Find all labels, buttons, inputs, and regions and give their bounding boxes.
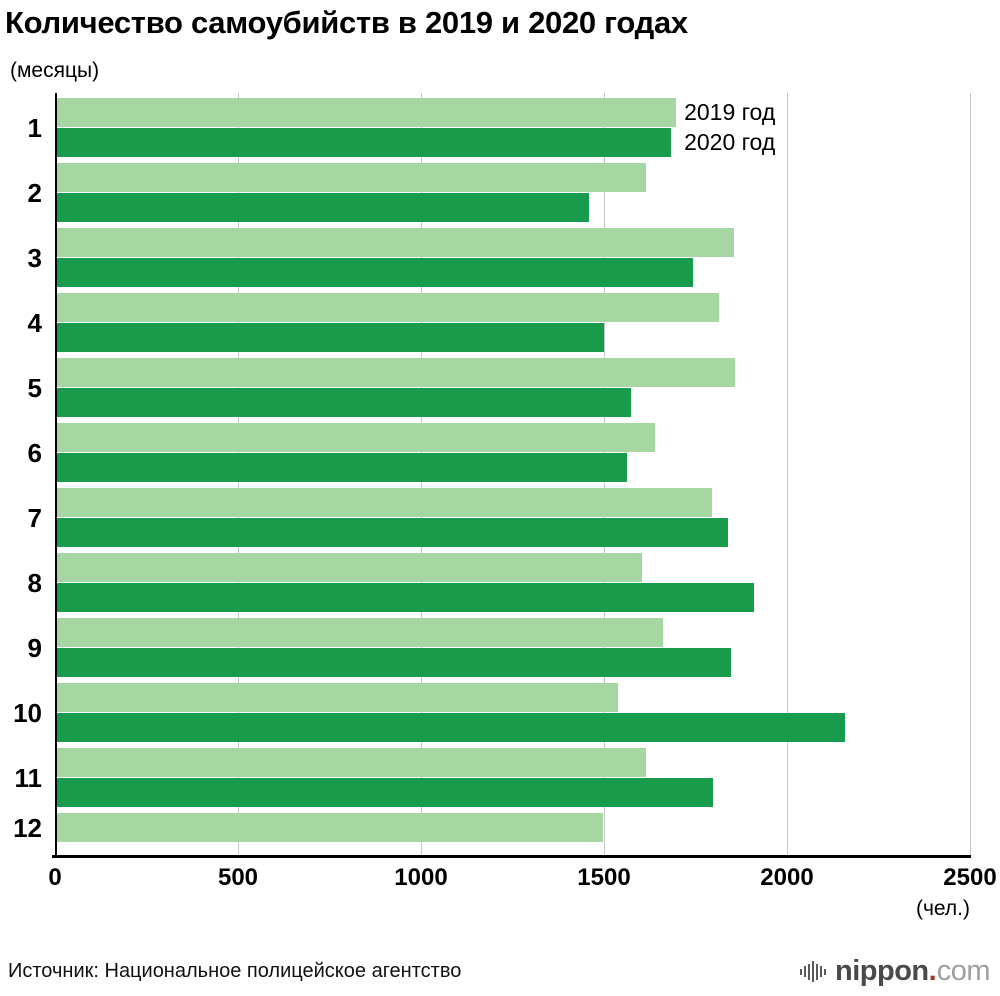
- bar-2020-month-11: [55, 778, 714, 807]
- y-axis-month-label-11: 11: [14, 762, 43, 793]
- bar-2020-month-2: [55, 193, 589, 222]
- y-axis-month-label-3: 3: [27, 242, 42, 273]
- gridline-2500: [969, 93, 971, 855]
- nippon-logo-dot: .: [928, 955, 937, 987]
- soundwave-icon-bar: [808, 963, 810, 980]
- bar-2020-month-5: [55, 388, 632, 417]
- soundwave-icon-bar: [816, 963, 818, 980]
- y-axis-month-label-5: 5: [27, 372, 42, 403]
- bar-2019-month-1: [55, 98, 677, 127]
- nippon-logo-tld: com: [936, 955, 991, 987]
- bar-2019-month-6: [55, 423, 656, 452]
- bar-2020-month-10: [55, 713, 845, 742]
- soundwave-icon-bar: [804, 966, 806, 977]
- x-tick-label-2500: 2500: [943, 864, 997, 891]
- bar-2019-month-9: [55, 618, 663, 647]
- source-text: Источник: Национальное полицейское агент…: [8, 960, 462, 982]
- x-tick-label-500: 500: [217, 864, 259, 891]
- bar-2020-month-9: [55, 648, 731, 677]
- x-tick-label-2000: 2000: [760, 864, 814, 891]
- soundwave-icon-bar: [812, 961, 814, 982]
- bar-2019-month-5: [55, 358, 735, 387]
- y-axis-month-label-12: 12: [13, 812, 42, 843]
- x-axis-line: [52, 855, 971, 858]
- x-axis-unit-label: (чел.): [916, 897, 970, 920]
- y-axis-line: [55, 93, 57, 855]
- y-axis-month-label-8: 8: [27, 567, 42, 598]
- bar-2019-month-12: [55, 813, 604, 842]
- nippon-logo: nippon. com: [800, 955, 991, 988]
- bar-2019-month-4: [55, 293, 719, 322]
- y-axis-unit-label: (месяцы): [10, 59, 100, 82]
- soundwave-icon: [800, 961, 828, 982]
- bar-2019-month-10: [55, 683, 619, 712]
- y-axis-month-label-6: 6: [27, 437, 42, 468]
- x-tick-label-1000: 1000: [394, 864, 448, 891]
- y-axis-month-label-2: 2: [27, 177, 42, 208]
- bar-2019-month-3: [55, 228, 735, 257]
- x-tick-label-0: 0: [48, 864, 62, 891]
- y-axis-month-label-10: 10: [13, 697, 42, 728]
- bar-2019-month-8: [55, 553, 642, 582]
- bar-2020-month-1: [55, 128, 672, 157]
- bar-2020-month-8: [55, 583, 755, 612]
- soundwave-icon-bar: [824, 968, 826, 975]
- plot-area: 2019 год 2020 год: [52, 93, 971, 858]
- bar-2019-month-2: [55, 163, 647, 192]
- legend-label-2019: 2019 год: [684, 99, 776, 125]
- y-axis-month-label-4: 4: [27, 307, 42, 338]
- y-axis-month-label-9: 9: [27, 632, 42, 663]
- bar-2020-month-6: [55, 453, 628, 482]
- bar-2019-month-7: [55, 488, 712, 517]
- legend-label-2020: 2020 год: [684, 129, 776, 155]
- bar-2020-month-4: [55, 323, 604, 352]
- soundwave-icon-bar: [820, 966, 822, 977]
- soundwave-icon-bar: [800, 968, 802, 975]
- nippon-logo-text: nippon: [835, 955, 929, 987]
- y-axis-month-label-1: 1: [27, 112, 42, 143]
- x-tick-label-1500: 1500: [577, 864, 631, 891]
- y-axis-month-label-7: 7: [27, 502, 42, 533]
- gridline-2000: [786, 93, 788, 855]
- bar-2019-month-11: [55, 748, 647, 777]
- bar-2020-month-7: [55, 518, 729, 547]
- bar-2020-month-3: [55, 258, 693, 287]
- chart-title: Количество самоубийств в 2019 и 2020 год…: [5, 5, 688, 40]
